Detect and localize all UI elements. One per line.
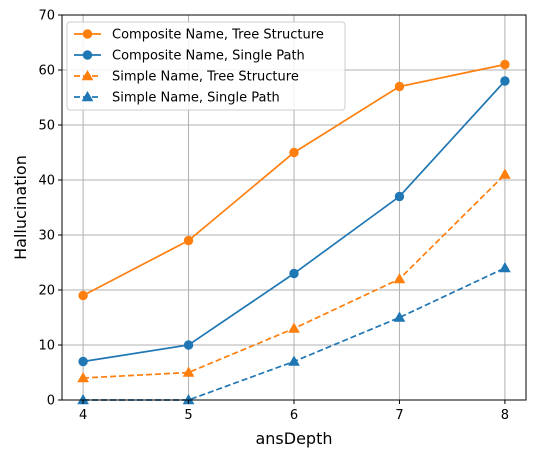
x-axis-label: ansDepth [255,429,332,448]
legend-item: Composite Name, Single Path [74,49,305,64]
series-2 [78,76,510,367]
legend-label: Composite Name, Single Path [112,49,305,64]
y-tick-label: 10 [38,339,55,354]
legend-label: Simple Name, Tree Structure [112,70,299,85]
axis-ticks: 4 5 6 7 8 0 10 20 30 40 50 60 70 [38,9,509,424]
data-point [394,191,405,202]
data-point [289,268,299,279]
legend-box [66,21,346,111]
data-point [500,59,510,70]
x-tick-label: 6 [290,408,298,423]
data-point [288,322,300,333]
data-point [289,147,299,158]
data-point [78,290,88,301]
data-point [183,235,194,246]
y-tick-label: 60 [38,64,55,79]
series-1 [78,59,510,301]
data-point [78,356,88,367]
y-tick-label: 70 [38,9,55,24]
y-tick-label: 30 [38,229,55,244]
x-tick-label: 8 [501,408,509,423]
data-point [500,76,510,86]
legend-label: Simple Name, Single Path [112,91,280,106]
data-point [499,261,511,273]
legend-marker [81,69,94,81]
legend-item: Simple Name, Single Path [74,91,280,106]
series-4 [77,261,511,405]
x-tick-label: 7 [395,408,403,423]
y-axis-label: Hallucination [11,155,30,260]
y-tick-label: 20 [38,284,55,299]
x-tick-label: 5 [184,408,192,423]
series-layer [77,59,511,405]
data-point [288,355,300,366]
data-point [393,311,406,322]
legend-marker [82,29,93,39]
legend-marker [82,50,93,60]
legend: Composite Name, Tree Structure Composite … [66,21,346,111]
legend-item: Simple Name, Tree Structure [74,70,299,85]
y-tick-label: 50 [38,119,55,134]
y-tick-label: 40 [38,174,55,189]
data-point [182,366,195,377]
data-point [77,371,89,383]
data-point [394,81,405,92]
data-point [499,168,511,179]
series-3 [77,168,511,383]
data-point [393,272,406,284]
x-tick-label: 4 [79,408,87,423]
data-point [183,340,194,350]
legend-item: Composite Name, Tree Structure [74,28,324,43]
y-tick-label: 0 [47,394,55,409]
legend-label: Composite Name, Tree Structure [112,28,324,43]
legend-marker [81,90,94,102]
